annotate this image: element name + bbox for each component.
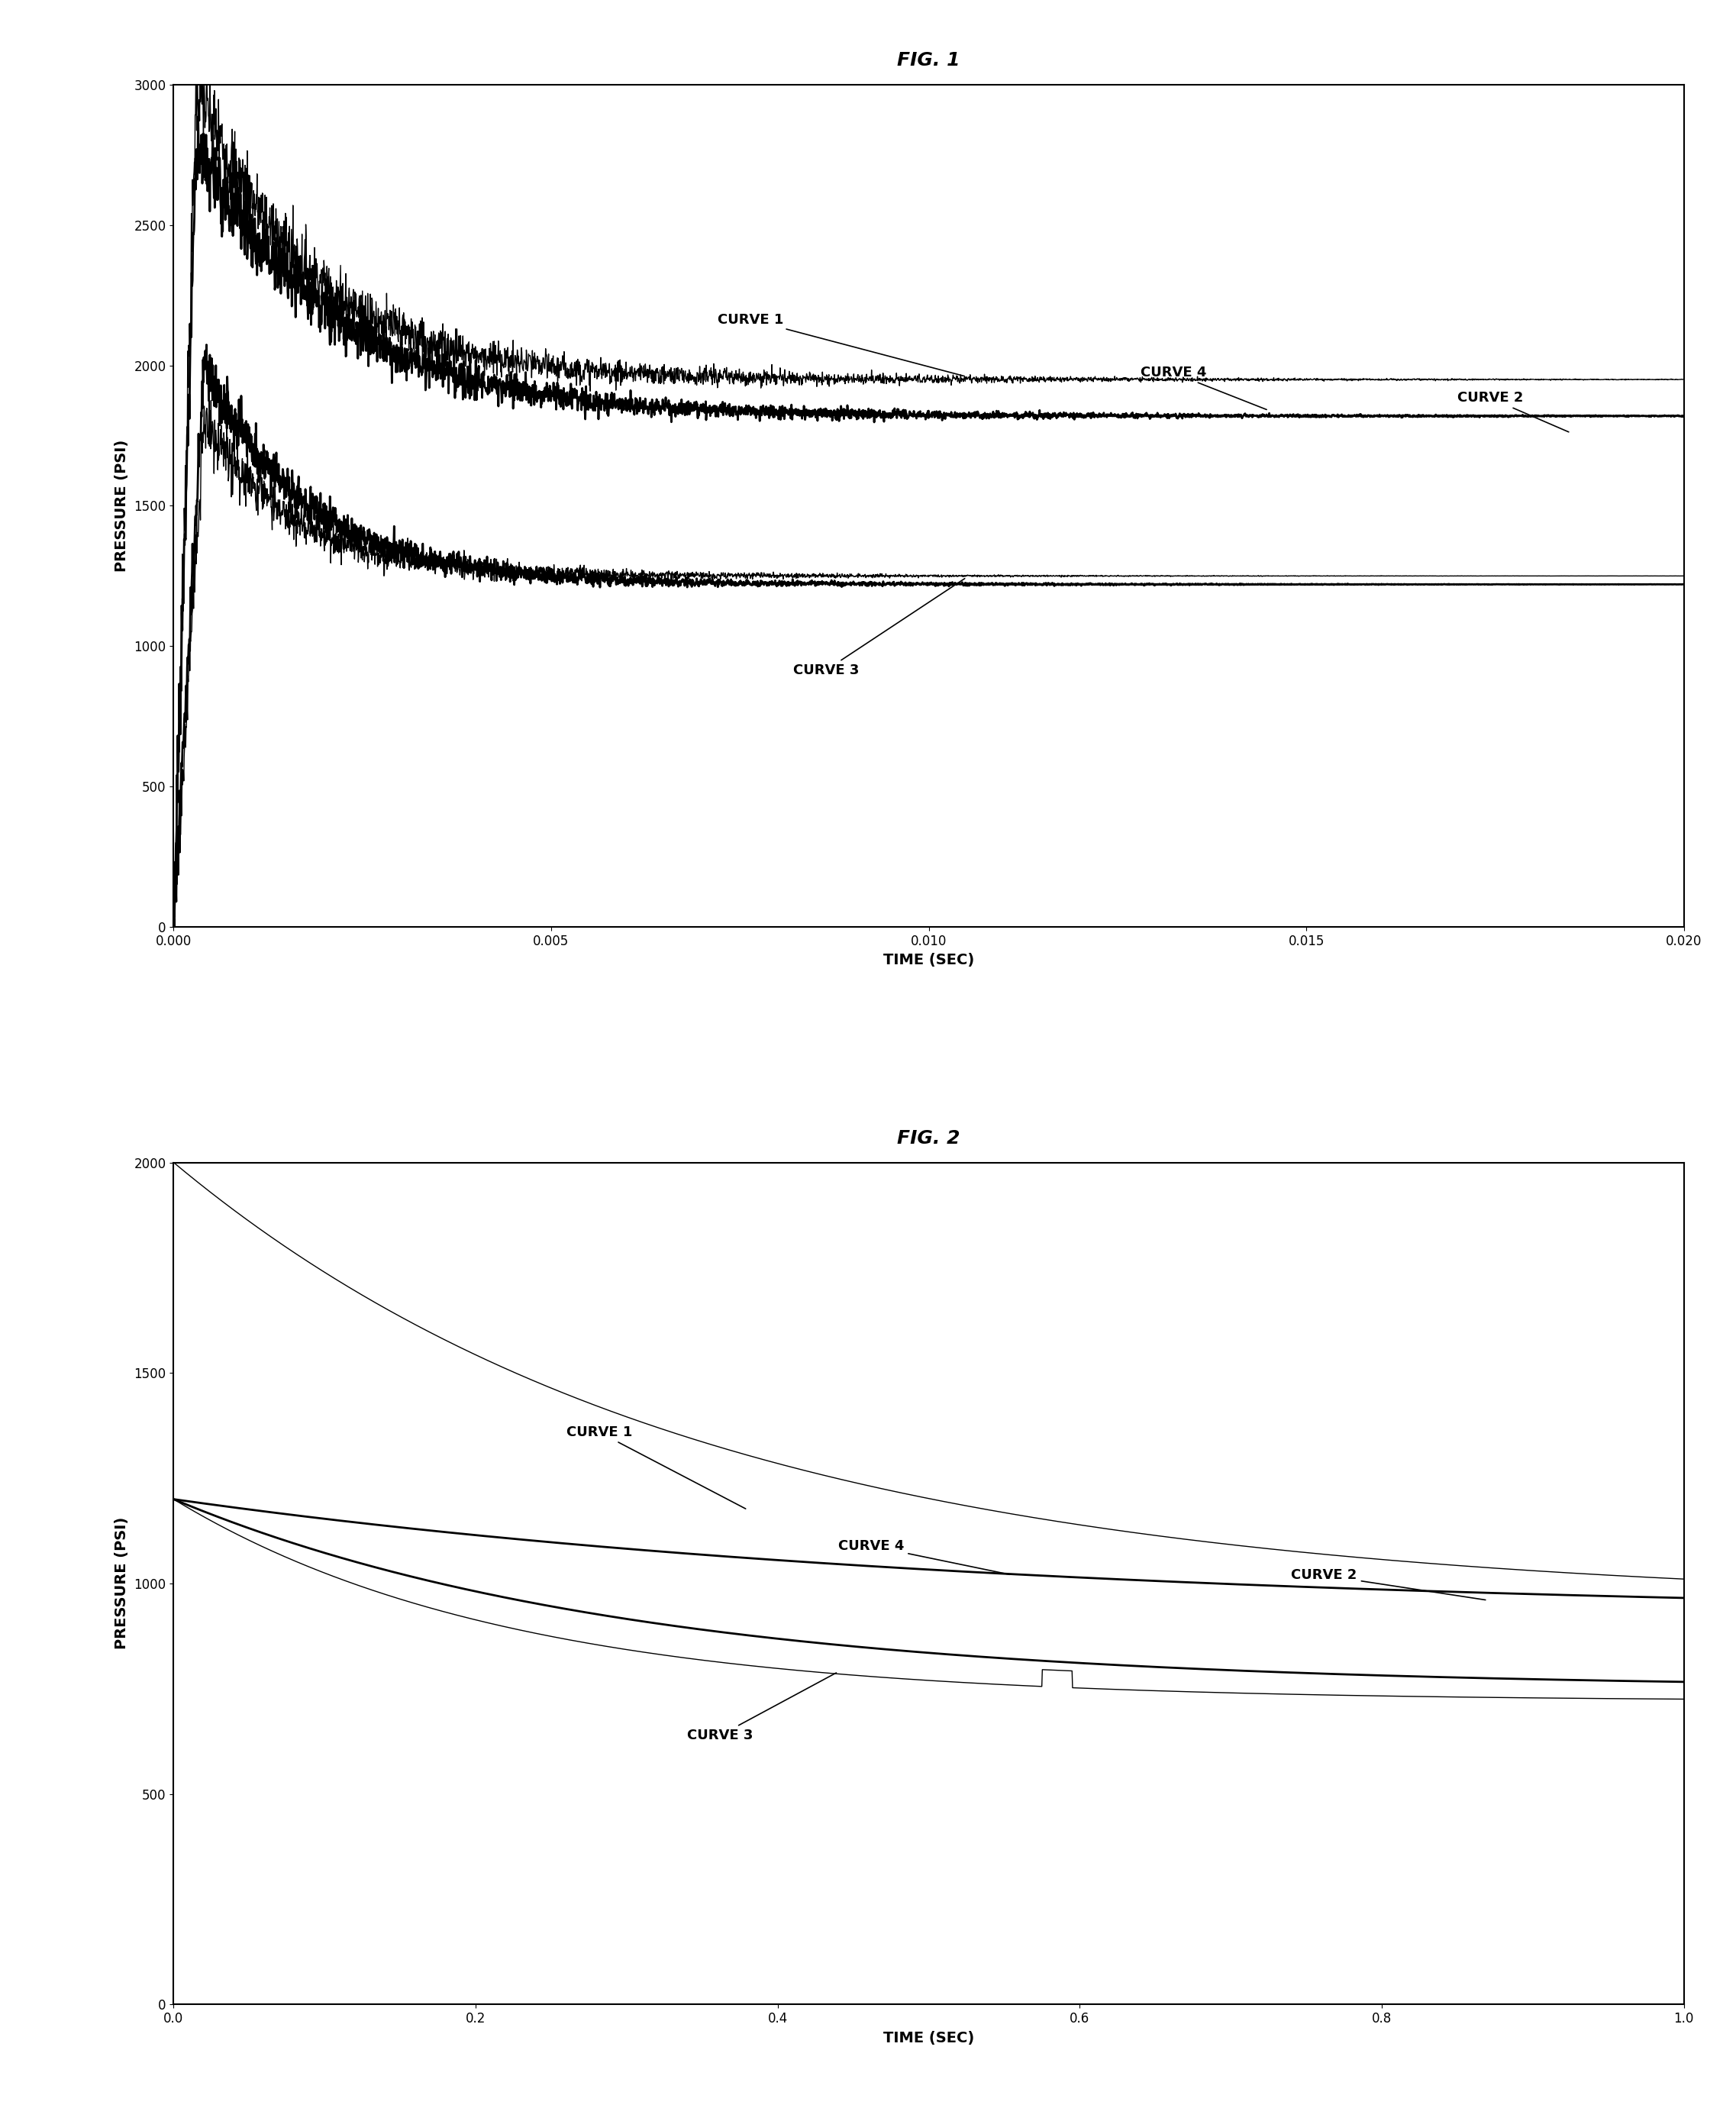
Y-axis label: PRESSURE (PSI): PRESSURE (PSI) [115,1517,128,1650]
Text: CURVE 4: CURVE 4 [1141,367,1267,409]
Text: CURVE 2: CURVE 2 [1458,390,1569,433]
Title: FIG. 2: FIG. 2 [898,1128,960,1147]
X-axis label: TIME (SEC): TIME (SEC) [884,952,974,967]
Text: CURVE 4: CURVE 4 [838,1540,1010,1574]
Y-axis label: PRESSURE (PSI): PRESSURE (PSI) [115,439,128,573]
Text: CURVE 1: CURVE 1 [566,1425,746,1508]
Text: CURVE 3: CURVE 3 [793,579,965,677]
Text: CURVE 1: CURVE 1 [717,312,965,375]
X-axis label: TIME (SEC): TIME (SEC) [884,2030,974,2045]
Text: CURVE 3: CURVE 3 [687,1673,837,1741]
Text: CURVE 2: CURVE 2 [1292,1570,1486,1599]
Title: FIG. 1: FIG. 1 [898,51,960,70]
